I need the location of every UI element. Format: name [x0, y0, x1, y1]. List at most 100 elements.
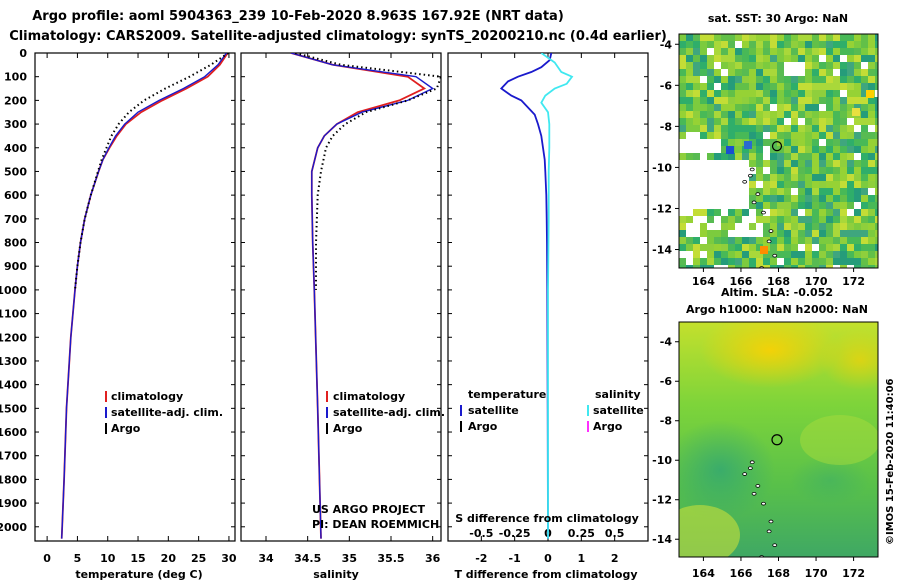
- x-tick-label: 0: [544, 552, 552, 565]
- sst-cell: [763, 48, 770, 55]
- sst-cell: [777, 188, 784, 195]
- sst-cell: [854, 265, 861, 268]
- sst-cell: [847, 76, 854, 83]
- sst-cell: [833, 230, 840, 237]
- sst-cell: [854, 34, 861, 41]
- sst-cell: [861, 76, 868, 83]
- sst-cell: [791, 195, 798, 202]
- sst-cell: [833, 97, 840, 104]
- sst-cell: [861, 174, 868, 181]
- sst-cell: [826, 132, 833, 139]
- temperature-xlabel: temperature (deg C): [75, 568, 202, 580]
- sst-cell: [861, 251, 868, 258]
- sst-cell: [798, 97, 805, 104]
- sst-cell: [852, 108, 860, 116]
- sst-cell: [693, 244, 700, 251]
- sst-cell: [693, 97, 700, 104]
- sst-cell: [728, 258, 735, 265]
- sst-cell: [728, 223, 735, 230]
- sst-cell: [679, 62, 686, 69]
- argo-float-marker: [771, 434, 783, 446]
- sst-cell: [700, 34, 707, 41]
- depth-tick-label: 900: [4, 260, 27, 273]
- sst-cell: [791, 139, 798, 146]
- altimetry-title-line2: Argo h1000: NaN h2000: NaN: [686, 303, 868, 316]
- sst-cell: [735, 146, 742, 153]
- sst-cell: [833, 258, 840, 265]
- sst-cell: [756, 174, 763, 181]
- sst-cell: [693, 258, 700, 265]
- sst-cell: [714, 111, 721, 118]
- sst-cell: [770, 160, 777, 167]
- map-x-tick-label: 164: [692, 567, 715, 580]
- sst-cell: [826, 111, 833, 118]
- sst-cell: [693, 104, 700, 111]
- sst-cell: [693, 209, 700, 216]
- sst-cell: [693, 41, 700, 48]
- sst-cell: [714, 237, 721, 244]
- sst-cell: [868, 104, 875, 111]
- sst-cell: [875, 104, 878, 111]
- sst-cell: [784, 174, 791, 181]
- sst-cell: [735, 251, 742, 258]
- sst-cell: [833, 132, 840, 139]
- sst-cell: [805, 132, 812, 139]
- depth-tick-label: 800: [4, 237, 27, 250]
- sst-cell: [840, 244, 847, 251]
- sst-cell: [875, 48, 878, 55]
- sst-cell: [728, 216, 735, 223]
- sst-cell: [763, 62, 770, 69]
- sst-cell: [840, 97, 847, 104]
- sst-cell: [700, 230, 707, 237]
- sst-cell: [679, 41, 686, 48]
- sst-cell: [763, 118, 770, 125]
- sst-cell: [742, 34, 749, 41]
- sst-cell: [770, 230, 777, 237]
- sst-cell: [749, 55, 756, 62]
- depth-tick-label: 1000: [0, 284, 27, 297]
- sst-cell: [679, 132, 686, 139]
- sst-cell: [756, 258, 763, 265]
- sst-cell: [875, 41, 878, 48]
- sst-cell: [819, 195, 826, 202]
- sst-cell: [700, 62, 707, 69]
- sst-cell: [875, 55, 878, 62]
- map-x-tick-label: 170: [805, 275, 828, 288]
- map-y-tick-label: -12: [652, 202, 672, 215]
- sst-cell: [875, 244, 878, 251]
- sst-cell: [791, 216, 798, 223]
- sst-cell: [721, 125, 728, 132]
- sst-cell: [728, 83, 735, 90]
- sst-cell: [756, 146, 763, 153]
- sst-cell: [840, 251, 847, 258]
- sst-cell: [784, 34, 791, 41]
- sst-cell: [777, 153, 784, 160]
- sst-cell: [721, 153, 728, 160]
- legend-argo-label: Argo: [111, 422, 141, 435]
- series-line-argo: [294, 53, 441, 290]
- sst-cell: [700, 118, 707, 125]
- sst-cell: [847, 153, 854, 160]
- sst-cell: [840, 160, 847, 167]
- sst-cell: [798, 153, 805, 160]
- sst-cell: [791, 118, 798, 125]
- sst-cell: [819, 153, 826, 160]
- sst-cell: [868, 237, 875, 244]
- sst-cell: [866, 90, 874, 98]
- sst-cell: [812, 41, 819, 48]
- map-x-tick-label: 172: [842, 567, 865, 580]
- sst-cell: [728, 104, 735, 111]
- island-outline: [755, 192, 761, 196]
- sst-cell: [763, 76, 770, 83]
- sst-cell: [812, 76, 819, 83]
- sst-cell: [770, 237, 777, 244]
- x-tick-label: 36: [425, 552, 441, 565]
- sst-cell: [770, 118, 777, 125]
- sst-cell: [819, 223, 826, 230]
- sst-cell: [805, 202, 812, 209]
- depth-tick-label: 1700: [0, 450, 27, 463]
- sst-cell: [812, 146, 819, 153]
- sst-cell: [861, 230, 868, 237]
- sst-cell: [791, 83, 798, 90]
